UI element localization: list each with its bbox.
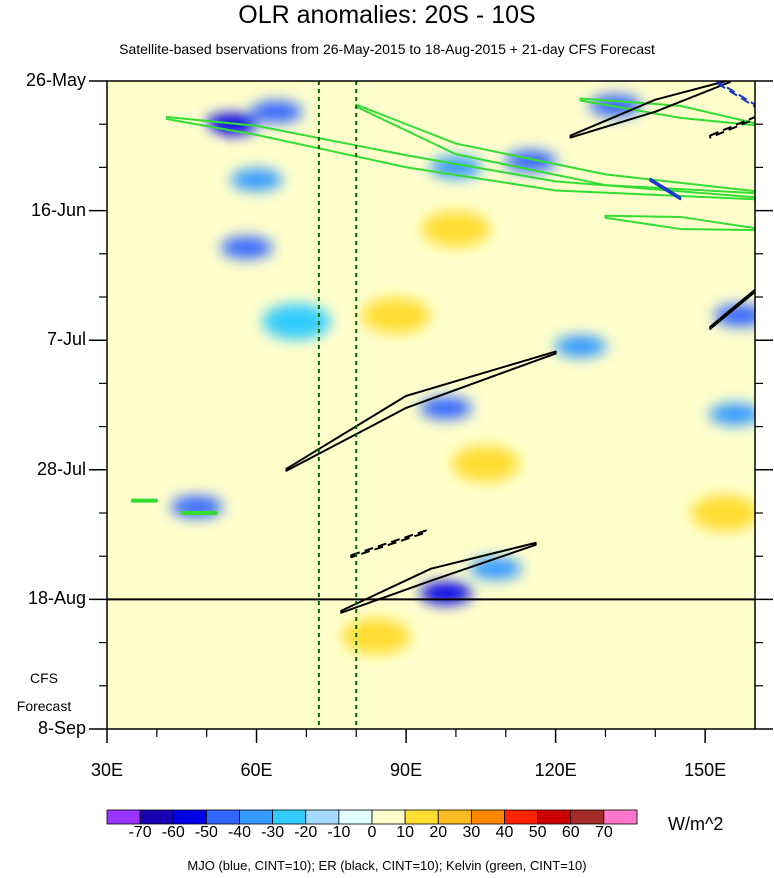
forecast-label-line1: CFS [30, 670, 58, 686]
kelvin-contour-2 [579, 97, 755, 127]
colorbar-swatch-2 [172, 809, 207, 825]
colorbar-swatch-4 [239, 809, 274, 825]
colorbar [106, 809, 638, 825]
x-tick-label-4: 150E [684, 760, 727, 780]
colorbar-swatch-12 [504, 809, 539, 825]
colorbar-label-9: 20 [429, 824, 448, 841]
x-tick-label-0: 30E [90, 760, 124, 780]
colorbar-label-5: -20 [294, 824, 318, 841]
anomaly-region-2 [230, 168, 283, 191]
mjo-contour-12 [649, 177, 682, 201]
anomaly-region-18 [451, 445, 520, 482]
colorbar-label-6: -10 [327, 824, 351, 841]
anomaly-region-11 [709, 403, 755, 426]
kelvin-contour-3 [604, 214, 755, 232]
axis-ticks [89, 80, 773, 743]
mjo-contour-13 [714, 81, 755, 108]
colorbar-swatch-5 [272, 809, 307, 825]
anomaly-region-4 [262, 303, 331, 340]
colorbar-label-7: 0 [367, 824, 377, 841]
anomaly-region-0 [250, 100, 303, 123]
colorbar-swatch-9 [404, 809, 439, 825]
x-tick-label-1: 60E [240, 760, 273, 780]
anomaly-region-20 [342, 618, 411, 655]
colorbar-label-14: 70 [594, 824, 613, 841]
colorbar-swatch-15 [603, 809, 638, 825]
x-tick-label-3: 120E [534, 760, 577, 780]
colorbar-swatch-14 [570, 809, 605, 825]
colorbar-swatch-3 [205, 809, 240, 825]
colorbar-label-1: -60 [161, 824, 185, 841]
plot-frame [106, 80, 756, 730]
kelvin-contour-5 [180, 511, 218, 515]
anomaly-region-23 [691, 495, 755, 531]
y-tick-label-5: 8-Sep [37, 718, 86, 738]
contour-legend-note: MJO (blue, CINT=10); ER (black, CINT=10)… [187, 858, 587, 873]
colorbar-label-3: -40 [227, 824, 252, 841]
colorbar-label-8: 10 [396, 824, 415, 841]
y-tick-label-2: 7-Jul [46, 329, 86, 350]
anomaly-region-10 [714, 304, 755, 327]
y-tick-label-3: 28-Jul [36, 458, 86, 479]
anomaly-region-14 [469, 557, 522, 580]
anomaly-region-9 [554, 335, 607, 358]
kelvin-contour-1 [355, 103, 755, 195]
colorbar-swatch-8 [371, 809, 406, 825]
colorbar-label-10: 30 [462, 824, 481, 841]
kelvin-contour-4 [130, 498, 158, 503]
er-contour-7 [340, 541, 537, 614]
chart-subtitle: Satellite-based bservations from 26-May-… [119, 41, 655, 57]
anomaly-region-3 [220, 236, 273, 259]
colorbar-swatch-11 [470, 809, 505, 825]
colorbar-swatch-10 [437, 809, 472, 825]
colorbar-label-13: 60 [561, 824, 580, 841]
anomaly-region-13 [419, 582, 472, 605]
forecast-label-line2: Forecast [16, 698, 72, 714]
reference-lines [107, 81, 755, 729]
anomaly-region-24 [142, 130, 211, 167]
forecast-label: CFS Forecast [0, 664, 88, 720]
er-contour-10 [350, 529, 428, 559]
anomaly-region-21 [237, 575, 306, 612]
colorbar-label-11: 40 [495, 824, 514, 841]
y-tick-label-0: 26-May [25, 70, 86, 90]
colorbar-swatch-6 [305, 809, 340, 825]
chart-title: OLR anomalies: 20S - 10S [238, 1, 536, 29]
anomaly-region-8 [419, 397, 472, 420]
er-contour-11 [709, 116, 755, 139]
colorbar-label-4: -30 [261, 824, 285, 841]
anomaly-region-22 [611, 630, 680, 667]
y-tick-label-1: 16-Jun [30, 199, 86, 220]
colorbar-swatch-0 [106, 809, 141, 825]
x-tick-label-2: 90E [390, 760, 423, 780]
colorbar-units: W/m^2 [668, 814, 724, 834]
y-tick-label-4: 18-Aug [27, 588, 86, 609]
colorbar-label-2: -50 [194, 824, 218, 841]
colorbar-label-12: 50 [528, 824, 547, 841]
er-contour-6 [285, 350, 557, 472]
colorbar-label-0: -70 [128, 824, 152, 841]
er-contour-8 [569, 81, 732, 139]
colorbar-swatch-7 [338, 809, 373, 825]
colorbar-swatch-1 [139, 809, 174, 825]
anomaly-region-16 [421, 211, 490, 248]
anomaly-region-15 [362, 297, 431, 334]
er-contour-9 [709, 288, 755, 330]
colorbar-swatch-13 [537, 809, 572, 825]
